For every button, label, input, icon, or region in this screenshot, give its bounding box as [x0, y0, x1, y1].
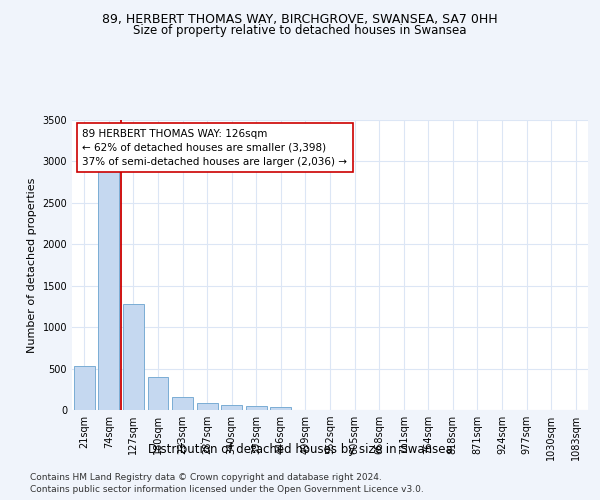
Text: 89 HERBERT THOMAS WAY: 126sqm
← 62% of detached houses are smaller (3,398)
37% o: 89 HERBERT THOMAS WAY: 126sqm ← 62% of d… — [82, 128, 347, 166]
Bar — [98, 166, 119, 410]
Bar — [148, 377, 169, 410]
Bar — [221, 405, 242, 410]
Text: Contains HM Land Registry data © Crown copyright and database right 2024.: Contains HM Land Registry data © Crown c… — [30, 472, 382, 482]
Bar — [172, 396, 193, 410]
Text: Size of property relative to detached houses in Swansea: Size of property relative to detached ho… — [133, 24, 467, 37]
Bar — [74, 366, 95, 410]
Text: Distribution of detached houses by size in Swansea: Distribution of detached houses by size … — [148, 442, 452, 456]
Text: 89, HERBERT THOMAS WAY, BIRCHGROVE, SWANSEA, SA7 0HH: 89, HERBERT THOMAS WAY, BIRCHGROVE, SWAN… — [102, 12, 498, 26]
Bar — [123, 304, 144, 410]
Bar — [246, 406, 267, 410]
Bar — [197, 404, 218, 410]
Y-axis label: Number of detached properties: Number of detached properties — [27, 178, 37, 352]
Text: Contains public sector information licensed under the Open Government Licence v3: Contains public sector information licen… — [30, 485, 424, 494]
Bar — [271, 406, 292, 410]
